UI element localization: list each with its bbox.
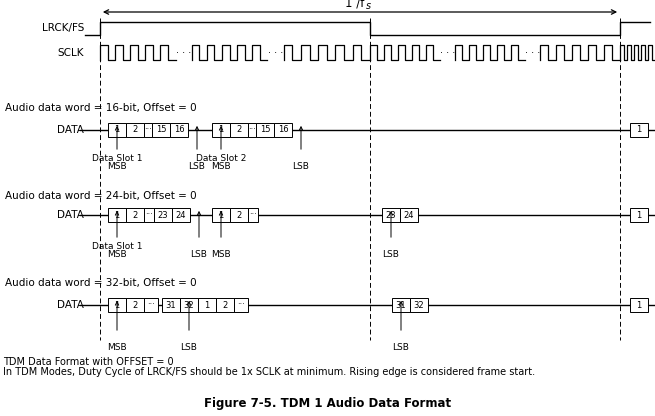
Text: 1: 1 <box>115 126 120 134</box>
Text: LSB: LSB <box>383 250 400 259</box>
Bar <box>180 298 198 312</box>
Bar <box>154 208 172 222</box>
Text: ···: ··· <box>237 300 245 310</box>
Text: ···: ··· <box>144 126 152 134</box>
Bar <box>256 123 274 137</box>
Text: 2: 2 <box>236 126 242 134</box>
Text: · · ·: · · · <box>525 47 540 57</box>
Bar <box>108 208 126 222</box>
Text: 1 /f: 1 /f <box>345 0 365 9</box>
Text: Audio data word = 16-bit, Offset = 0: Audio data word = 16-bit, Offset = 0 <box>5 103 196 113</box>
Bar <box>400 208 418 222</box>
Text: ···: ··· <box>145 210 153 220</box>
Text: MSB: MSB <box>211 162 231 171</box>
Text: In TDM Modes, Duty Cycle of LRCK/FS should be 1x SCLK at minimum. Rising edge is: In TDM Modes, Duty Cycle of LRCK/FS shou… <box>3 367 535 377</box>
Text: Data Slot 2: Data Slot 2 <box>196 154 246 163</box>
Text: TDM Data Format with OFFSET = 0: TDM Data Format with OFFSET = 0 <box>3 357 174 367</box>
Text: Audio data word = 24-bit, Offset = 0: Audio data word = 24-bit, Offset = 0 <box>5 191 196 201</box>
Text: 16: 16 <box>278 126 288 134</box>
Bar <box>248 123 256 137</box>
Bar <box>126 208 144 222</box>
Text: 1: 1 <box>637 300 642 310</box>
Text: s: s <box>365 1 371 11</box>
Bar <box>248 208 258 222</box>
Bar <box>144 298 158 312</box>
Text: 24: 24 <box>403 210 414 220</box>
Bar <box>144 208 154 222</box>
Bar <box>212 208 230 222</box>
Bar <box>382 208 400 222</box>
Text: 1: 1 <box>218 126 223 134</box>
Text: 32: 32 <box>414 300 424 310</box>
Text: 32: 32 <box>183 300 195 310</box>
Text: MSB: MSB <box>107 343 127 352</box>
Bar <box>108 123 126 137</box>
Text: · · ·: · · · <box>440 47 455 57</box>
Text: Data Slot 1: Data Slot 1 <box>92 154 142 163</box>
Text: 31: 31 <box>396 300 406 310</box>
Bar <box>630 298 648 312</box>
Text: · · ·: · · · <box>268 47 283 57</box>
Bar <box>198 298 216 312</box>
Text: 1: 1 <box>637 210 642 220</box>
Text: LSB: LSB <box>191 250 208 259</box>
Bar <box>152 123 170 137</box>
Text: ···: ··· <box>147 300 155 310</box>
Text: 16: 16 <box>174 126 184 134</box>
Text: 2: 2 <box>223 300 228 310</box>
Text: LSB: LSB <box>392 343 409 352</box>
Bar <box>410 298 428 312</box>
Bar <box>230 123 248 137</box>
Text: Audio data word = 32-bit, Offset = 0: Audio data word = 32-bit, Offset = 0 <box>5 278 196 288</box>
Text: 23: 23 <box>158 210 168 220</box>
Bar <box>630 208 648 222</box>
Text: DATA: DATA <box>57 125 84 135</box>
Text: 2: 2 <box>132 126 138 134</box>
Bar <box>108 298 126 312</box>
Text: 1: 1 <box>218 210 223 220</box>
Text: · · ·: · · · <box>176 47 191 57</box>
Text: 24: 24 <box>176 210 186 220</box>
Text: ···: ··· <box>248 126 256 134</box>
Text: DATA: DATA <box>57 300 84 310</box>
Text: 1: 1 <box>115 300 120 310</box>
Bar <box>126 298 144 312</box>
Bar <box>126 123 144 137</box>
Text: 1: 1 <box>115 210 120 220</box>
Bar <box>170 123 188 137</box>
Text: MSB: MSB <box>107 162 127 171</box>
Text: ···: ··· <box>249 210 257 220</box>
Text: 1: 1 <box>637 126 642 134</box>
Text: 23: 23 <box>386 210 396 220</box>
Bar <box>216 298 234 312</box>
Text: LRCK/FS: LRCK/FS <box>42 23 84 34</box>
Text: SCLK: SCLK <box>58 47 84 57</box>
Bar <box>144 123 152 137</box>
Text: MSB: MSB <box>211 250 231 259</box>
Bar <box>274 123 292 137</box>
Text: DATA: DATA <box>57 210 84 220</box>
Text: LSB: LSB <box>181 343 197 352</box>
Text: 31: 31 <box>166 300 176 310</box>
Text: 1: 1 <box>204 300 210 310</box>
Bar <box>234 298 248 312</box>
Bar <box>230 208 248 222</box>
Text: 2: 2 <box>132 300 138 310</box>
Bar <box>630 123 648 137</box>
Text: LSB: LSB <box>293 162 309 171</box>
Text: LSB: LSB <box>189 162 206 171</box>
Text: Figure 7-5. TDM 1 Audio Data Format: Figure 7-5. TDM 1 Audio Data Format <box>204 396 451 409</box>
Bar <box>392 298 410 312</box>
Bar <box>212 123 230 137</box>
Text: 15: 15 <box>156 126 166 134</box>
Text: 15: 15 <box>260 126 271 134</box>
Text: Data Slot 1: Data Slot 1 <box>92 242 142 251</box>
Text: 2: 2 <box>236 210 242 220</box>
Bar <box>172 208 190 222</box>
Text: 2: 2 <box>132 210 138 220</box>
Text: MSB: MSB <box>107 250 127 259</box>
Bar <box>162 298 180 312</box>
